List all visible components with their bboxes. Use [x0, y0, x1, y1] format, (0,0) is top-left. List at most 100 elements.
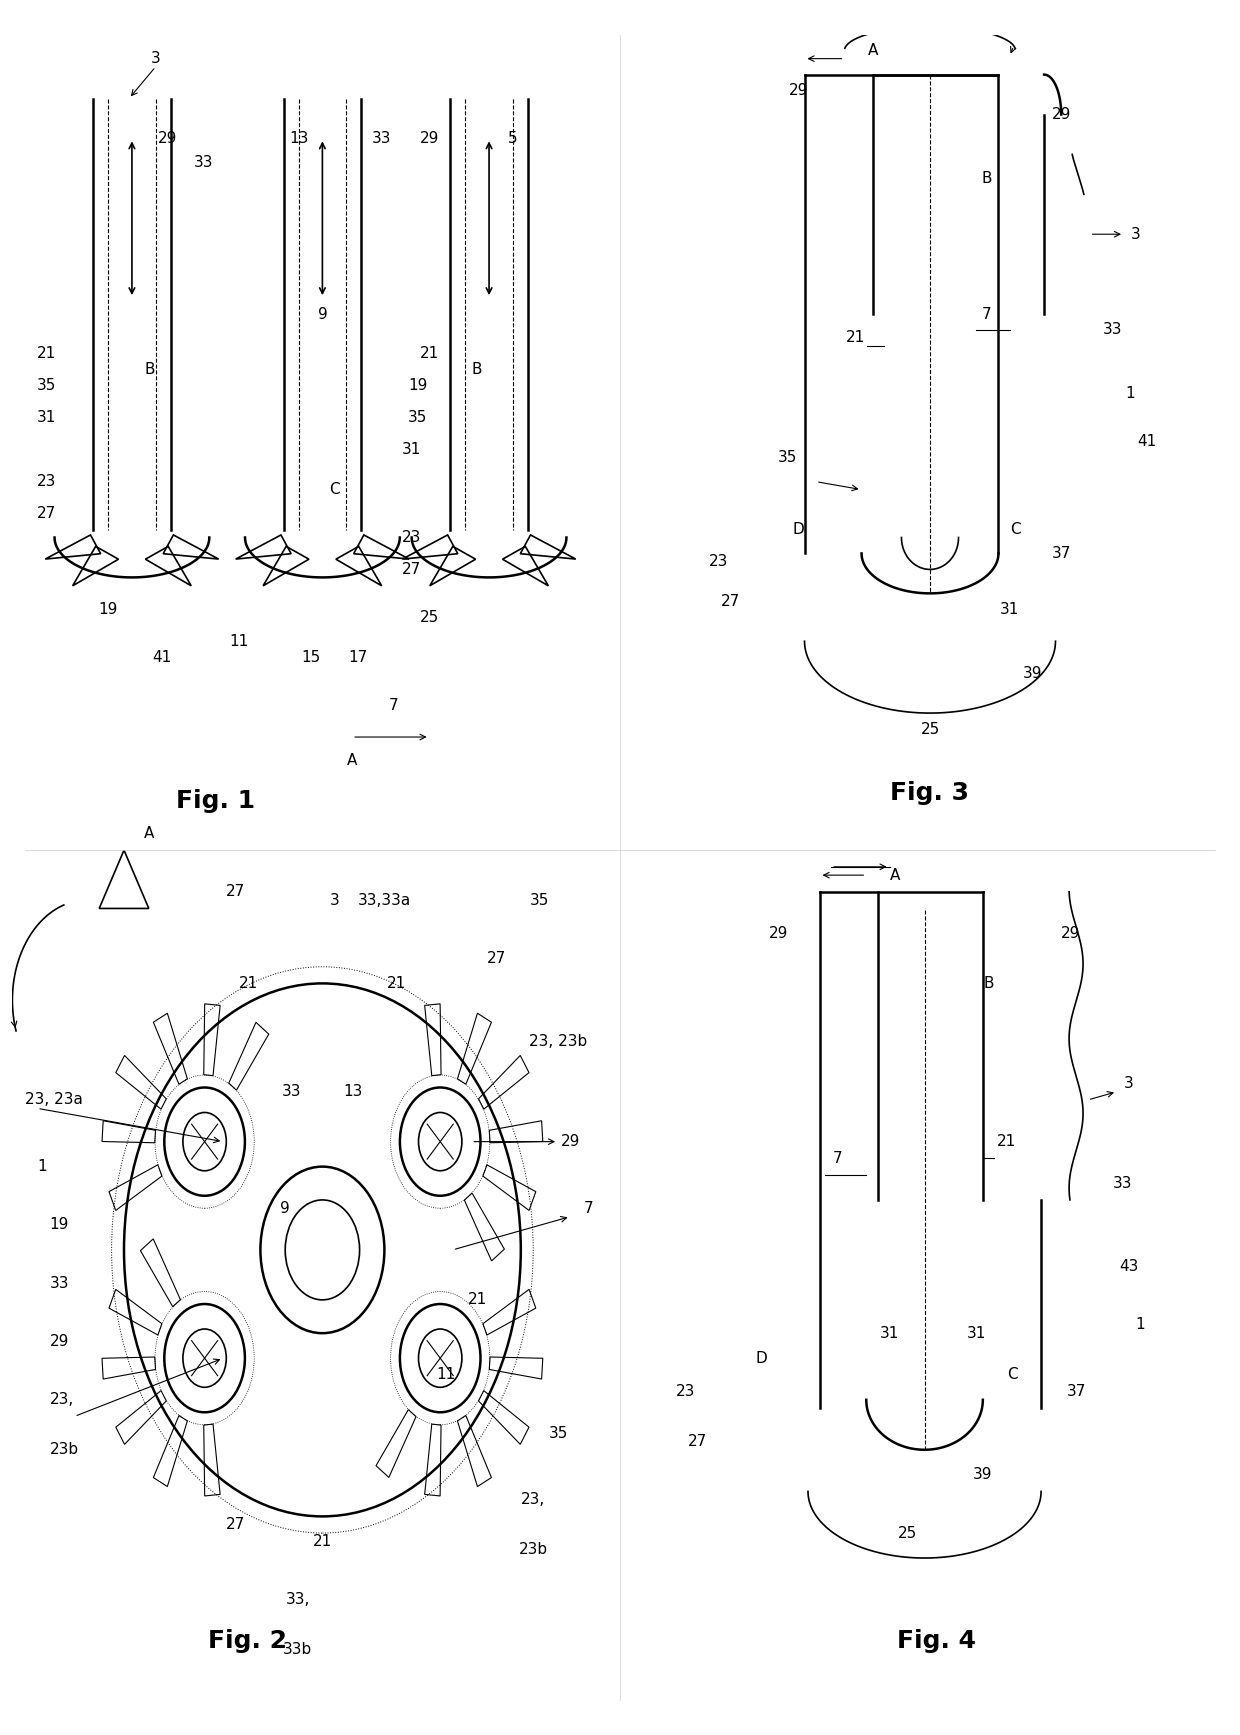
Text: 33: 33: [1102, 323, 1122, 338]
Text: 31: 31: [37, 409, 56, 425]
Text: 27: 27: [720, 593, 740, 609]
Text: 37: 37: [1066, 1385, 1086, 1398]
Text: Fig. 1: Fig. 1: [176, 789, 255, 814]
Text: 1: 1: [1125, 387, 1135, 401]
Text: 3: 3: [151, 50, 161, 66]
Text: 27: 27: [226, 885, 246, 899]
Text: 13: 13: [343, 1084, 363, 1100]
Text: 29: 29: [50, 1334, 69, 1350]
Text: 29: 29: [789, 83, 808, 99]
Text: 39: 39: [973, 1468, 992, 1482]
Text: 17: 17: [348, 649, 368, 665]
Text: 25: 25: [420, 609, 439, 625]
Text: 7: 7: [982, 307, 992, 321]
Text: 3: 3: [1123, 1076, 1133, 1091]
Text: 3: 3: [1131, 227, 1141, 241]
Text: 1: 1: [37, 1159, 47, 1175]
Text: 31: 31: [967, 1326, 987, 1341]
Text: 21: 21: [37, 347, 56, 361]
Text: 27: 27: [402, 562, 422, 578]
Text: 23b: 23b: [518, 1542, 548, 1558]
Text: B: B: [982, 170, 992, 186]
Text: 35: 35: [408, 409, 428, 425]
Text: 7: 7: [584, 1201, 594, 1216]
Text: B: B: [145, 363, 155, 378]
Text: 23,: 23,: [50, 1391, 74, 1407]
Text: 23b: 23b: [50, 1442, 78, 1457]
Text: 43: 43: [1118, 1260, 1138, 1273]
Text: 19: 19: [98, 602, 118, 618]
Text: 21: 21: [420, 347, 439, 361]
Text: 33: 33: [193, 154, 213, 170]
Text: 35: 35: [777, 449, 797, 465]
Text: 9: 9: [317, 307, 327, 321]
Text: 21: 21: [846, 330, 866, 345]
Text: 33: 33: [50, 1275, 69, 1291]
Text: 33: 33: [1114, 1176, 1132, 1190]
Text: A: A: [347, 753, 357, 769]
Text: 7: 7: [832, 1150, 842, 1166]
Text: 19: 19: [50, 1218, 69, 1232]
Text: 5: 5: [508, 130, 517, 146]
Text: 21: 21: [312, 1534, 332, 1549]
Text: 39: 39: [1023, 666, 1043, 680]
Text: C: C: [329, 482, 340, 498]
Text: 23: 23: [709, 553, 729, 569]
Text: 23: 23: [37, 474, 56, 489]
Text: 29: 29: [157, 130, 177, 146]
Text: 31: 31: [1001, 602, 1019, 618]
Text: 21: 21: [467, 1293, 487, 1308]
Text: 23, 23a: 23, 23a: [25, 1093, 83, 1107]
Text: A: A: [890, 868, 900, 883]
Text: 11: 11: [436, 1367, 456, 1383]
Text: 29: 29: [769, 926, 789, 940]
Text: 23, 23b: 23, 23b: [529, 1034, 587, 1050]
Text: 27: 27: [688, 1433, 707, 1449]
Text: 35: 35: [548, 1426, 568, 1440]
Text: 11: 11: [229, 633, 249, 649]
Text: 19: 19: [408, 378, 428, 394]
Text: 41: 41: [1137, 434, 1157, 449]
Text: 33,: 33,: [285, 1593, 310, 1607]
Text: 13: 13: [289, 130, 309, 146]
Text: A: A: [144, 826, 154, 841]
Text: 25: 25: [898, 1525, 916, 1541]
Text: 7: 7: [389, 697, 398, 713]
Text: 15: 15: [301, 649, 320, 665]
Text: C: C: [1011, 522, 1021, 538]
Text: 35: 35: [37, 378, 56, 394]
Text: 29: 29: [1060, 926, 1080, 940]
Text: B: B: [983, 975, 994, 991]
Text: 21: 21: [387, 975, 407, 991]
Text: 1: 1: [1136, 1317, 1145, 1332]
Text: B: B: [472, 363, 482, 378]
Text: 3: 3: [330, 892, 340, 907]
Text: 33,33a: 33,33a: [358, 892, 410, 907]
Text: C: C: [1007, 1367, 1017, 1383]
Text: 9: 9: [280, 1201, 290, 1216]
Text: Fig. 2: Fig. 2: [208, 1629, 288, 1653]
Text: A: A: [868, 43, 878, 59]
Text: 23: 23: [676, 1385, 696, 1398]
Text: 27: 27: [37, 507, 56, 520]
Text: 29: 29: [560, 1135, 580, 1149]
Text: 23: 23: [402, 529, 422, 545]
Text: 29: 29: [420, 130, 439, 146]
Text: 35: 35: [529, 892, 549, 907]
Text: 37: 37: [1052, 547, 1071, 560]
Text: Fig. 3: Fig. 3: [890, 781, 970, 805]
Text: 27: 27: [486, 951, 506, 966]
Text: 21: 21: [238, 975, 258, 991]
Text: 29: 29: [1052, 108, 1071, 121]
Text: 31: 31: [402, 442, 422, 458]
Text: 33: 33: [372, 130, 392, 146]
Text: D: D: [755, 1350, 768, 1365]
Text: Fig. 4: Fig. 4: [897, 1629, 976, 1653]
Text: 27: 27: [226, 1516, 246, 1532]
Text: 33: 33: [281, 1084, 301, 1100]
Text: 41: 41: [153, 649, 171, 665]
Text: 31: 31: [880, 1326, 899, 1341]
Text: D: D: [792, 522, 805, 538]
Text: 23,: 23,: [521, 1492, 546, 1508]
Text: 25: 25: [920, 722, 940, 737]
